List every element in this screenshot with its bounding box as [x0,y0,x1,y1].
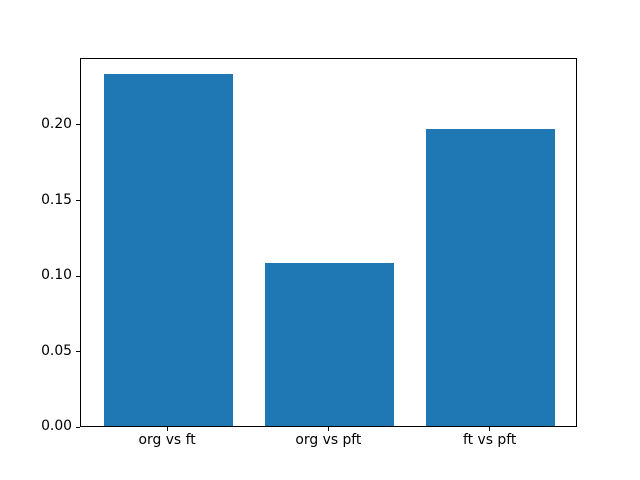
y-axis-tick-label: 0.00 [41,418,72,435]
y-axis-tick-label: 0.15 [41,191,72,208]
y-axis-tick-label: 0.10 [41,267,72,284]
y-axis-tick-mark [76,351,80,353]
bar-2 [264,263,394,427]
y-axis-tick-mark [76,200,80,202]
plot-area [80,57,577,428]
y-axis-tick-label: 0.05 [41,342,72,359]
x-axis-tick-label: org vs pft [295,432,362,449]
bar-3 [426,128,556,427]
y-axis-tick-mark [76,426,80,428]
y-axis-tick-mark [76,275,80,277]
x-axis-tick-mark [489,427,491,432]
y-axis-tick-mark [76,124,80,126]
x-axis-tick-mark [166,427,168,432]
x-axis-tick-label: ft vs pft [463,432,517,449]
y-axis-tick-label: 0.20 [41,116,72,133]
x-axis-tick-label: org vs ft [138,432,196,449]
x-axis-tick-mark [327,427,329,432]
bar-1 [103,74,233,427]
